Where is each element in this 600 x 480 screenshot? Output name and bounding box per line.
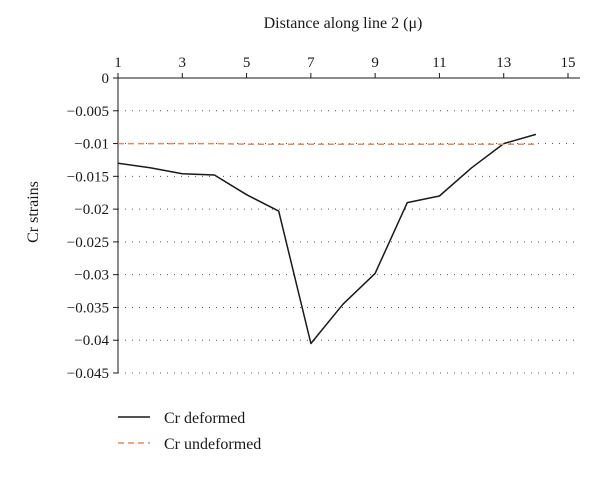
x-tick-label-0: 1 — [114, 55, 122, 71]
y-tick-label-6: −0.03 — [74, 268, 109, 284]
y-tick-label-7: −0.035 — [67, 300, 109, 316]
y-axis-title: Cr strains — [25, 181, 42, 243]
x-tick-label-6: 13 — [496, 55, 511, 71]
x-tick-label-4: 9 — [371, 55, 379, 71]
tick-labels: 1 3 5 7 9 11 13 150−0.005−0.01−0.015−0.02−0.025… — [67, 55, 576, 382]
x-tick-label-7: 15 — [561, 55, 576, 71]
y-tick-label-5: −0.025 — [67, 235, 109, 251]
y-tick-label-3: −0.015 — [67, 169, 109, 185]
legend-label-undeformed: Cr undeformed — [164, 436, 261, 453]
x-tick-label-3: 7 — [307, 55, 315, 71]
gridlines — [118, 110, 580, 374]
x-tick-label-2: 5 — [243, 55, 251, 71]
series-line-cr-undeformed — [118, 142, 536, 145]
y-tick-label-4: −0.02 — [74, 202, 109, 218]
legend-label-deformed: Cr deformed — [164, 410, 245, 427]
y-tick-label-9: −0.045 — [67, 366, 109, 382]
y-tick-label-1: −0.005 — [67, 104, 109, 120]
legend: Cr deformed Cr undeformed — [118, 410, 261, 453]
x-axis-title: Distance along line 2 (μ) — [264, 15, 423, 32]
y-tick-label-2: −0.01 — [74, 137, 109, 153]
x-tick-label-5: 11 — [432, 55, 446, 71]
y-tick-label-8: −0.04 — [74, 333, 109, 349]
y-tick-label-0: 0 — [102, 71, 110, 87]
series-lines — [117, 133, 537, 345]
series-line-cr-deformed — [117, 133, 537, 345]
x-tick-label-1: 3 — [179, 55, 187, 71]
axes — [113, 73, 580, 374]
